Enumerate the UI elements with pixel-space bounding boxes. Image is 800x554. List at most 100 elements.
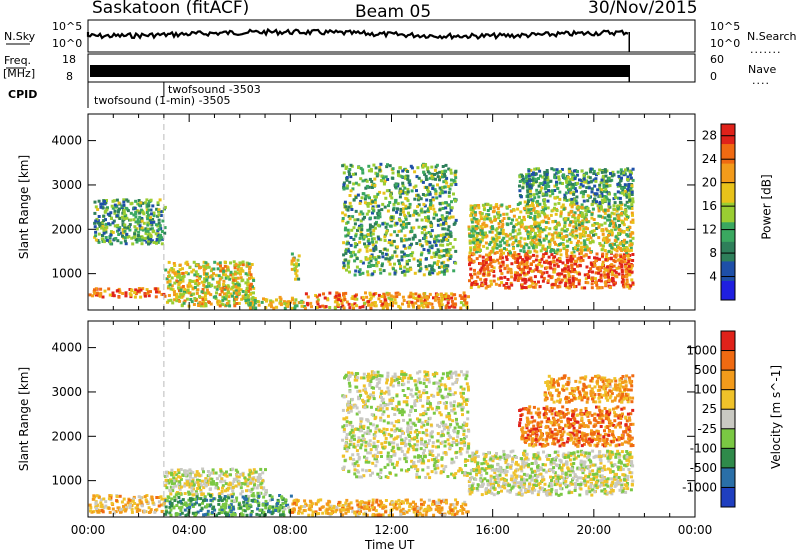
power-echo-pixel bbox=[248, 276, 251, 280]
power-echo-pixel bbox=[532, 260, 536, 264]
power-echo-pixel bbox=[151, 204, 155, 208]
power-echo-pixel bbox=[555, 183, 558, 187]
power-echo-pixel bbox=[587, 276, 591, 279]
power-echo-pixel bbox=[557, 175, 561, 179]
power-echo-pixel bbox=[630, 211, 634, 215]
power-echo-pixel bbox=[599, 276, 603, 279]
power-echo-pixel bbox=[631, 259, 635, 262]
power-echo-pixel bbox=[490, 269, 494, 273]
power-echo-pixel bbox=[347, 265, 350, 269]
power-echo-pixel bbox=[614, 270, 618, 274]
power-echo-pixel bbox=[592, 261, 596, 265]
power-echo-pixel bbox=[612, 173, 616, 177]
power-echo-pixel bbox=[363, 301, 367, 305]
power-echo-pixel bbox=[108, 293, 112, 297]
power-echo-pixel bbox=[531, 245, 535, 249]
power-echo-pixel bbox=[497, 277, 500, 281]
power-echo-pixel bbox=[553, 240, 557, 244]
power-echo-pixel bbox=[604, 268, 608, 272]
velocity-echo-pixel bbox=[166, 479, 170, 483]
power-echo-pixel bbox=[241, 290, 245, 293]
velocity-echo-pixel bbox=[247, 478, 250, 482]
velocity-echo-pixel bbox=[153, 510, 157, 514]
power-echo-pixel bbox=[93, 211, 97, 215]
power-echo-pixel bbox=[498, 231, 502, 235]
power-echo-pixel bbox=[441, 201, 445, 205]
power-echo-pixel bbox=[387, 189, 391, 193]
power-echo-pixel bbox=[601, 174, 605, 178]
power-echo-pixel bbox=[326, 298, 330, 302]
power-echo-pixel bbox=[179, 289, 183, 293]
power-echo-pixel bbox=[439, 243, 443, 247]
power-echo-pixel bbox=[553, 283, 557, 287]
velocity-echo-pixel bbox=[276, 498, 280, 502]
power-echo-pixel bbox=[405, 267, 409, 271]
power-echo-pixel bbox=[315, 300, 319, 304]
power-echo-pixel bbox=[404, 196, 408, 200]
power-echo-pixel bbox=[625, 228, 629, 232]
power-echo-pixel bbox=[471, 227, 475, 231]
power-echo-pixel bbox=[296, 263, 300, 267]
power-echo-pixel bbox=[133, 295, 137, 299]
power-echo-pixel bbox=[485, 246, 489, 250]
velocity-echo-pixel bbox=[209, 494, 212, 497]
power-echo-pixel bbox=[430, 244, 434, 248]
power-echo-pixel bbox=[375, 264, 379, 268]
power-echo-pixel bbox=[422, 163, 426, 167]
power-echo-pixel bbox=[631, 213, 634, 217]
power-echo-pixel bbox=[598, 183, 602, 187]
power-echo-pixel bbox=[424, 239, 428, 243]
power-echo-pixel bbox=[119, 231, 123, 235]
power-echo-pixel bbox=[139, 288, 143, 292]
velocity-echo-pixel bbox=[215, 482, 219, 485]
power-echo-pixel bbox=[511, 228, 515, 232]
power-echo-pixel bbox=[551, 283, 555, 287]
power-echo-pixel bbox=[148, 227, 152, 231]
power-echo-pixel bbox=[382, 293, 386, 297]
power-echo-pixel bbox=[526, 188, 530, 192]
power-echo-pixel bbox=[403, 265, 407, 269]
velocity-echo-pixel bbox=[184, 473, 188, 477]
power-echo-pixel bbox=[349, 251, 352, 254]
power-echo-pixel bbox=[372, 270, 376, 274]
power-colorbar-frame bbox=[720, 123, 736, 301]
power-echo-pixel bbox=[625, 278, 629, 282]
power-echo-pixel bbox=[478, 211, 482, 214]
power-echo-pixel bbox=[461, 296, 465, 300]
power-echo-pixel bbox=[544, 176, 548, 179]
power-echo-pixel bbox=[342, 295, 346, 299]
power-echo-pixel bbox=[558, 257, 562, 261]
power-echo-pixel bbox=[619, 191, 623, 195]
power-echo-pixel bbox=[111, 291, 115, 295]
power-echo-pixel bbox=[444, 178, 448, 182]
power-echo-pixel bbox=[235, 295, 238, 299]
power-echo-pixel bbox=[623, 186, 627, 189]
power-echo-pixel bbox=[479, 249, 482, 252]
power-echo-pixel bbox=[624, 268, 628, 272]
power-echo-pixel bbox=[351, 215, 355, 219]
power-echo-pixel bbox=[531, 201, 534, 205]
power-echo-pixel bbox=[480, 266, 484, 270]
power-echo-pixel bbox=[134, 292, 138, 296]
velocity-echo-pixel bbox=[126, 501, 130, 505]
power-echo-pixel bbox=[604, 179, 608, 183]
power-echo-pixel bbox=[367, 164, 371, 168]
power-echo-pixel bbox=[546, 178, 550, 182]
velocity-echo-pixel bbox=[220, 511, 224, 514]
velocity-echo-pixel bbox=[226, 488, 230, 492]
power-echo-pixel bbox=[591, 199, 595, 203]
velocity-echo-pixel bbox=[174, 513, 178, 517]
power-echo-pixel bbox=[511, 247, 515, 251]
power-echo-pixel bbox=[237, 301, 241, 305]
power-echo-pixel bbox=[538, 285, 542, 289]
power-echo-pixel bbox=[484, 282, 488, 286]
power-echo-pixel bbox=[410, 189, 414, 193]
velocity-echo-pixel bbox=[249, 513, 253, 517]
velocity-echo-pixel bbox=[182, 484, 186, 488]
velocity-echo-pixel bbox=[204, 477, 208, 481]
power-echo-pixel bbox=[525, 263, 529, 266]
power-echo-pixel bbox=[574, 229, 578, 233]
power-echo-pixel bbox=[618, 196, 622, 200]
velocity-echo-pixel bbox=[190, 503, 194, 507]
power-echo-pixel bbox=[189, 298, 193, 301]
